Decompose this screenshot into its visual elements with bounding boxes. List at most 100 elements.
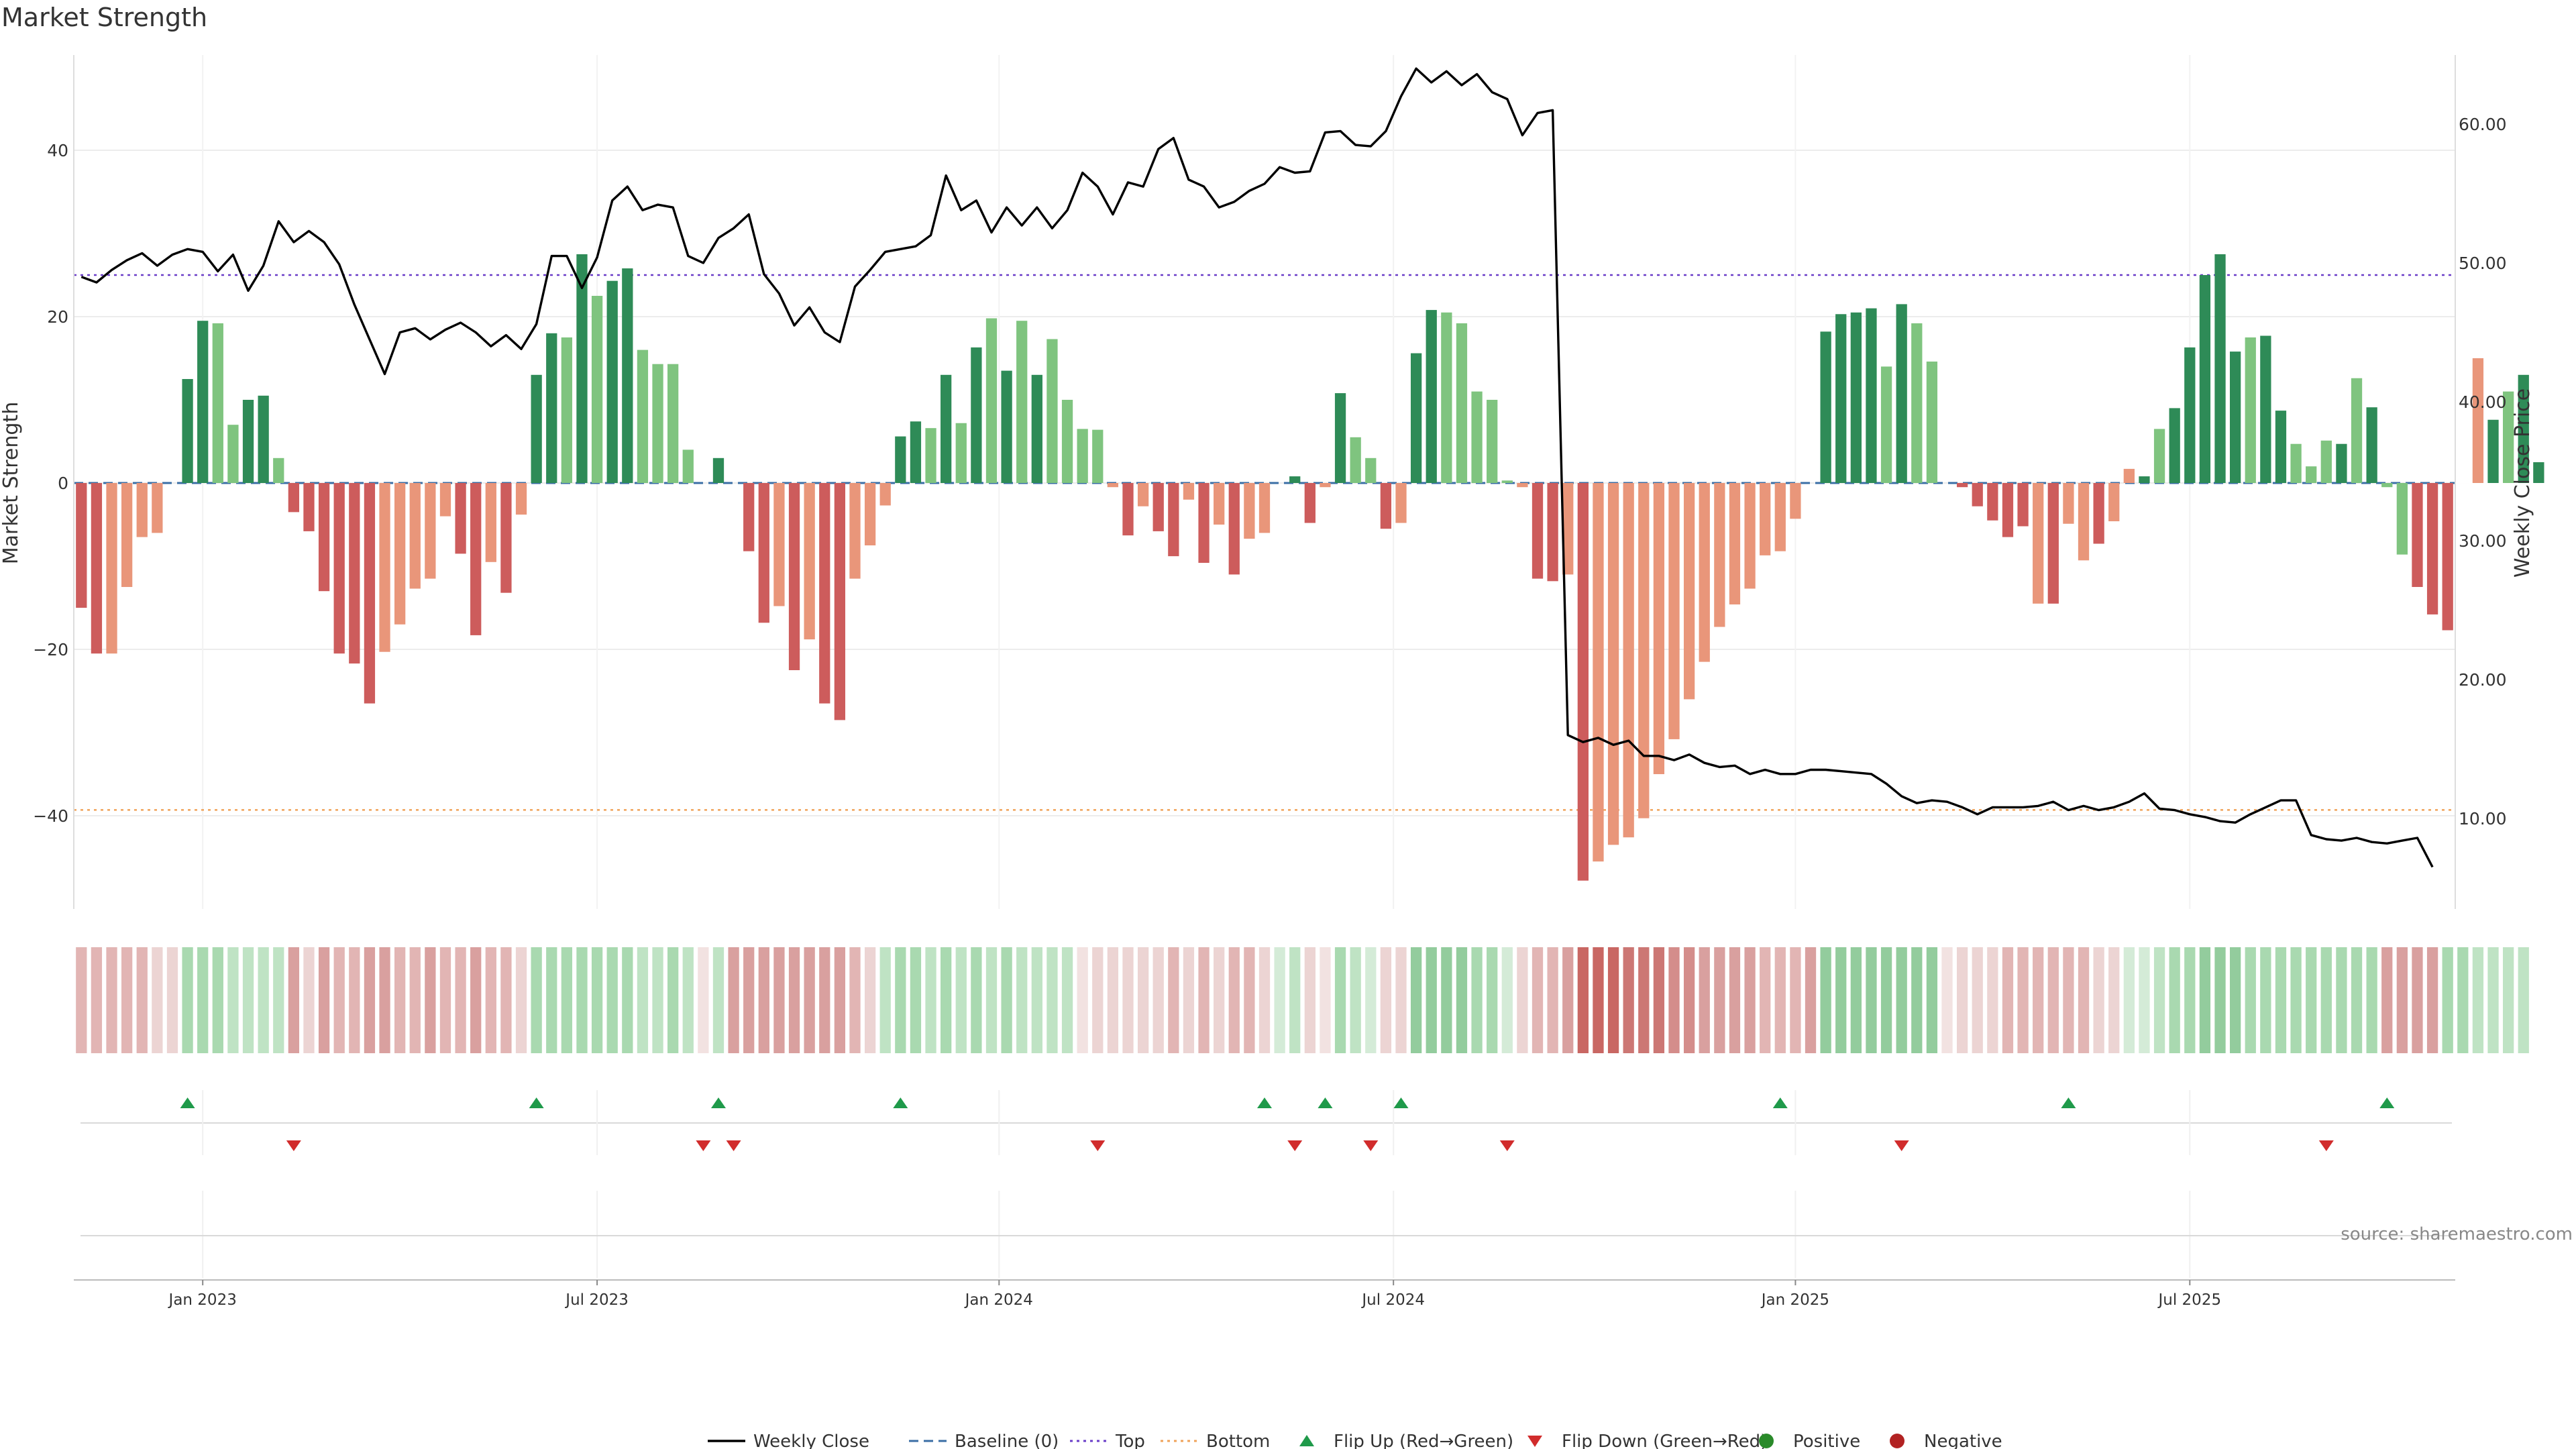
legend-label: Flip Up (Red→Green) xyxy=(1334,1432,1513,1449)
flip-up-marker xyxy=(1772,1097,1788,1108)
heat-cell xyxy=(1289,947,1301,1053)
flip-up-marker xyxy=(893,1097,908,1108)
strength-bar xyxy=(1926,361,1938,483)
heat-cell xyxy=(1987,947,1998,1053)
strength-bar xyxy=(1334,393,1346,483)
heat-cell xyxy=(2306,947,2317,1053)
strength-bar xyxy=(1729,483,1741,605)
heat-cell xyxy=(2260,947,2271,1053)
strength-bar xyxy=(2184,347,2196,483)
legend-label: Negative xyxy=(1924,1432,2002,1449)
strength-bar xyxy=(1426,310,1437,483)
heat-cell xyxy=(2351,947,2363,1053)
heat-cell xyxy=(1729,947,1741,1053)
strength-bar xyxy=(2002,483,2014,537)
strength-bar xyxy=(2366,407,2377,483)
weekly-close-path xyxy=(80,67,2434,868)
strength-bar xyxy=(455,483,466,554)
strength-bar xyxy=(1683,483,1695,700)
strength-bar xyxy=(849,483,861,579)
heat-cell xyxy=(212,947,223,1053)
strength-bar xyxy=(1532,483,1544,579)
strength-bar xyxy=(1471,391,1483,483)
strength-bar xyxy=(1441,312,1452,483)
strength-bar xyxy=(1168,483,1179,557)
heat-cell xyxy=(2290,947,2302,1053)
flip-up-marker xyxy=(529,1097,544,1108)
strength-bar xyxy=(1547,483,1558,582)
strength-bar xyxy=(1456,323,1468,483)
heat-cell xyxy=(788,947,800,1053)
heat-cell xyxy=(925,947,936,1053)
strength-bar xyxy=(622,268,633,483)
heat-cell xyxy=(288,947,300,1053)
heat-cell xyxy=(531,947,542,1053)
heat-cell xyxy=(622,947,633,1053)
heat-cell xyxy=(2487,947,2499,1053)
heat-cell xyxy=(349,947,360,1053)
heat-cell xyxy=(1880,947,1892,1053)
x-tick-label: Jul 2025 xyxy=(2157,1291,2221,1309)
strength-bar xyxy=(212,323,223,483)
strength-bar xyxy=(1562,483,1574,575)
heat-cell xyxy=(2381,947,2393,1053)
heat-cell xyxy=(1183,947,1195,1053)
strength-bar xyxy=(1365,458,1377,483)
heat-cell xyxy=(1487,947,1498,1053)
heat-cell xyxy=(76,947,87,1053)
heat-cell xyxy=(1092,947,1104,1053)
legend-item: Weekly Close xyxy=(708,1432,869,1449)
flip-down-marker xyxy=(1499,1140,1515,1151)
heat-cell xyxy=(1214,947,1225,1053)
legend-swatch-circle xyxy=(1890,1434,1904,1448)
heat-cell xyxy=(379,947,390,1053)
heat-cell xyxy=(910,947,922,1053)
source-note: source: sharemaestro.com xyxy=(2341,1224,2573,1244)
strength-bar xyxy=(1638,483,1650,818)
strength-bar xyxy=(409,483,421,589)
flip-down-marker xyxy=(1894,1140,1909,1151)
strength-bar xyxy=(1607,483,1619,845)
heat-cell xyxy=(1304,947,1316,1053)
heat-cell xyxy=(318,947,330,1053)
heat-cell xyxy=(1911,947,1923,1053)
heat-cell xyxy=(2245,947,2256,1053)
strength-bar xyxy=(2472,358,2484,483)
strength-bar xyxy=(758,483,769,623)
strength-bar xyxy=(1198,483,1210,564)
heat-cell xyxy=(682,947,694,1053)
heat-cell xyxy=(1774,947,1786,1053)
x-tick-label: Jul 2024 xyxy=(1360,1291,1425,1309)
legend-item: Flip Up (Red→Green) xyxy=(1299,1432,1513,1449)
strength-bar xyxy=(121,483,133,587)
strength-bar xyxy=(91,483,103,654)
strength-bar xyxy=(606,280,618,483)
heat-cell xyxy=(1365,947,1377,1053)
flip-down-marker xyxy=(696,1140,711,1151)
strength-bar xyxy=(1320,483,1331,488)
heat-cell xyxy=(152,947,163,1053)
heat-cell xyxy=(2033,947,2044,1053)
heat-cell xyxy=(1896,947,1907,1053)
strength-bar xyxy=(1835,314,1847,483)
strength-bar xyxy=(2078,483,2090,561)
heat-cell xyxy=(2229,947,2241,1053)
strength-bar xyxy=(1623,483,1634,838)
heat-cell xyxy=(303,947,315,1053)
strength-bar xyxy=(333,483,345,654)
strength-bar xyxy=(182,379,193,483)
heat-cell xyxy=(2139,947,2150,1053)
legend-item: Negative xyxy=(1890,1432,2002,1449)
strength-bar xyxy=(1244,483,1255,539)
heat-cell xyxy=(773,947,785,1053)
heat-cell xyxy=(2184,947,2196,1053)
heat-cell xyxy=(2108,947,2120,1053)
strength-bar xyxy=(364,483,376,704)
strength-bar xyxy=(1410,353,1422,483)
strength-bar xyxy=(1077,429,1088,483)
strength-bar xyxy=(2229,352,2241,483)
strength-bar xyxy=(76,483,87,608)
heat-cell xyxy=(227,947,239,1053)
strength-bar xyxy=(1744,483,1756,589)
